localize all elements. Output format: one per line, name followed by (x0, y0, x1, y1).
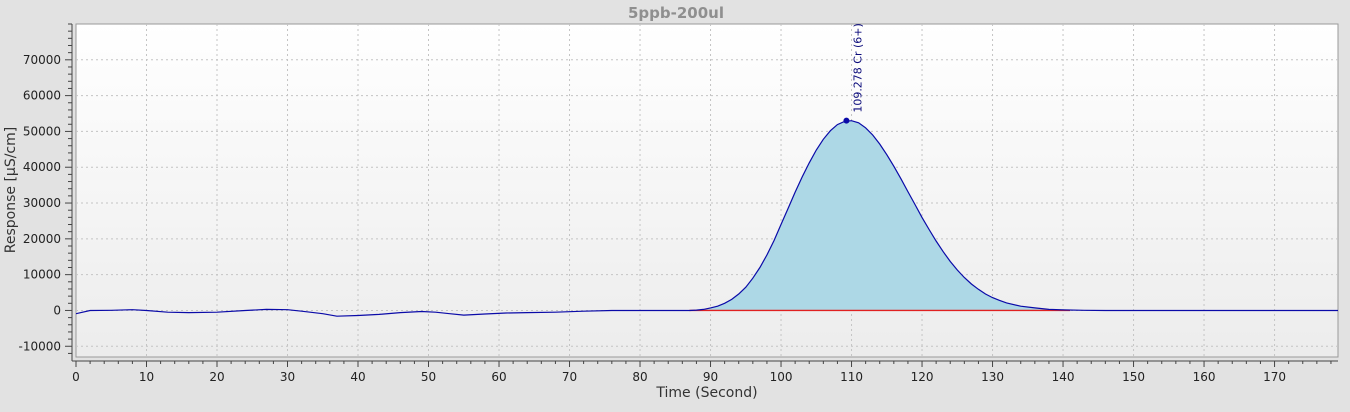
x-tick-label: 80 (632, 370, 647, 384)
x-tick-label: 60 (491, 370, 506, 384)
chart-title: 5ppb-200ul (628, 4, 724, 22)
x-tick-label: 70 (562, 370, 577, 384)
series-line (76, 120, 1338, 317)
chart-marks (76, 120, 1338, 317)
y-tick-label: 0 (53, 303, 61, 317)
peak-area (689, 120, 1071, 311)
plot-background (75, 23, 1339, 358)
y-tick-label: 50000 (23, 124, 61, 138)
x-tick-label: 150 (1122, 370, 1145, 384)
y-tick-label: 10000 (23, 268, 61, 282)
x-tick-label: 100 (770, 370, 793, 384)
y-tick-label: 20000 (23, 232, 61, 246)
y-tick-label: 40000 (23, 160, 61, 174)
y-axis-label: Response [µS/cm] (3, 127, 19, 253)
x-tick-label: 120 (911, 370, 934, 384)
x-tick-label: 140 (1052, 370, 1075, 384)
axes: 0 10 20 30 40 50 60 70 80 90 100 110 120 130 140 150 160… (18, 23, 1338, 384)
peak-marker (843, 117, 850, 124)
x-tick-label: 170 (1263, 370, 1286, 384)
x-tick-label: 40 (350, 370, 365, 384)
x-tick-label: 0 (72, 370, 80, 384)
x-tick-label: 110 (840, 370, 863, 384)
y-tick-label: 60000 (23, 89, 61, 103)
peak-label: 109.278 Cr (6+) (851, 23, 864, 112)
annotations: 109.278 Cr (6+) (843, 23, 864, 124)
y-tick-label: 30000 (23, 196, 61, 210)
x-tick-label: 10 (139, 370, 154, 384)
x-tick-label: 30 (280, 370, 295, 384)
x-tick-label: 90 (703, 370, 718, 384)
x-tick-label: 20 (209, 370, 224, 384)
y-tick-label: -10000 (18, 339, 61, 353)
x-tick-label: 130 (981, 370, 1004, 384)
x-tick-label: 50 (421, 370, 436, 384)
x-tick-label: 160 (1193, 370, 1216, 384)
y-tick-label: 70000 (23, 53, 61, 67)
x-axis-label: Time (Second) (655, 385, 757, 401)
